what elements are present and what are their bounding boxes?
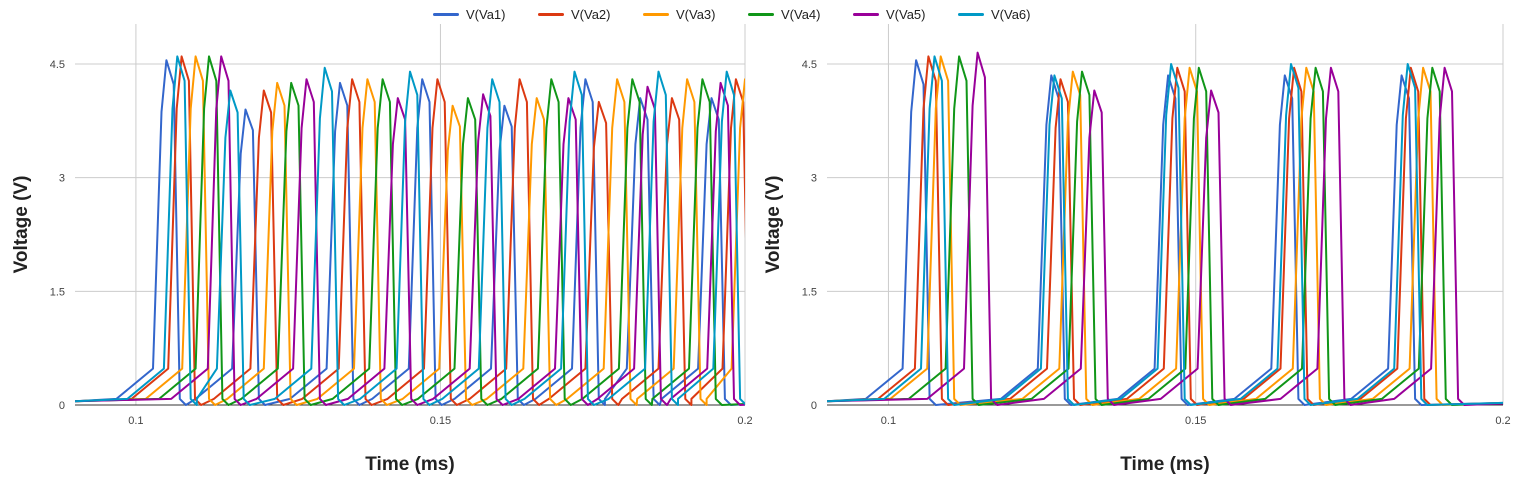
legend-item-va4: V(Va4) [748,6,821,22]
legend-swatch-va1 [433,12,459,16]
y-tick-label: 1.5 [50,286,65,298]
series-line-a3 [75,55,745,406]
y-tick-label: 3 [59,173,65,185]
y-axis-title: Voltage (V) [11,176,32,274]
legend-item-va3: V(Va3) [643,6,716,22]
x-axis-title: Time (ms) [365,454,454,475]
series-line-a3 [827,55,1503,406]
line-chart-right: 0 1.5 3 4.5 0.1 0.15 0.2 Time (ms) Voltage (V) [763,24,1511,475]
legend-item-va2: V(Va2) [538,6,611,22]
series-line-a5 [827,51,1503,406]
legend-item-va1: V(Va1) [433,6,506,22]
y-tick-label: 0 [811,400,817,412]
x-tick-label: 0.15 [430,415,451,427]
series-line-a4 [827,55,1503,406]
x-tick-label: 0.2 [737,415,752,427]
series-line-a5 [75,55,745,406]
y-tick-label: 4.5 [802,59,817,71]
y-axis-title: Voltage (V) [763,176,784,274]
x-tick-label: 0.1 [881,415,896,427]
line-chart-left: 0 1.5 3 4.5 0.1 0.15 0.2 Time (ms) Voltage (V) [11,24,753,475]
legend-swatch-va4 [748,12,774,16]
legend-label-va2: V(Va2) [571,6,611,22]
series-line-a4 [75,55,745,406]
legend-swatch-va6 [958,12,984,16]
y-tick-label: 3 [811,173,817,185]
series-group [75,55,745,406]
legend-label-va6: V(Va6) [991,6,1031,22]
x-axis-title: Time (ms) [1120,454,1209,475]
series-line-a6 [827,55,1503,406]
series-group [827,51,1503,406]
series-line-a2 [827,55,1503,406]
legend-label-va1: V(Va1) [466,6,506,22]
series-line-a6 [75,55,745,406]
legend-item-va5: V(Va5) [853,6,926,22]
legend-label-va5: V(Va5) [886,6,926,22]
legend-swatch-va2 [538,12,564,16]
series-line-a2 [75,55,745,406]
legend-item-va6: V(Va6) [958,6,1031,22]
legend-label-va3: V(Va3) [676,6,716,22]
legend-swatch-va5 [853,12,879,16]
chart-legend: V(Va1) V(Va2) V(Va3) V(Va4) V(Va5) V(Va6… [0,0,1516,28]
series-line-a1 [75,59,745,406]
x-tick-label: 0.15 [1185,415,1206,427]
x-tick-label: 0.2 [1495,415,1510,427]
x-tick-label: 0.1 [128,415,143,427]
legend-label-va4: V(Va4) [781,6,821,22]
y-tick-label: 1.5 [802,286,817,298]
y-tick-label: 4.5 [50,59,65,71]
series-line-a1 [827,59,1503,406]
y-tick-label: 0 [59,400,65,412]
legend-swatch-va3 [643,12,669,16]
